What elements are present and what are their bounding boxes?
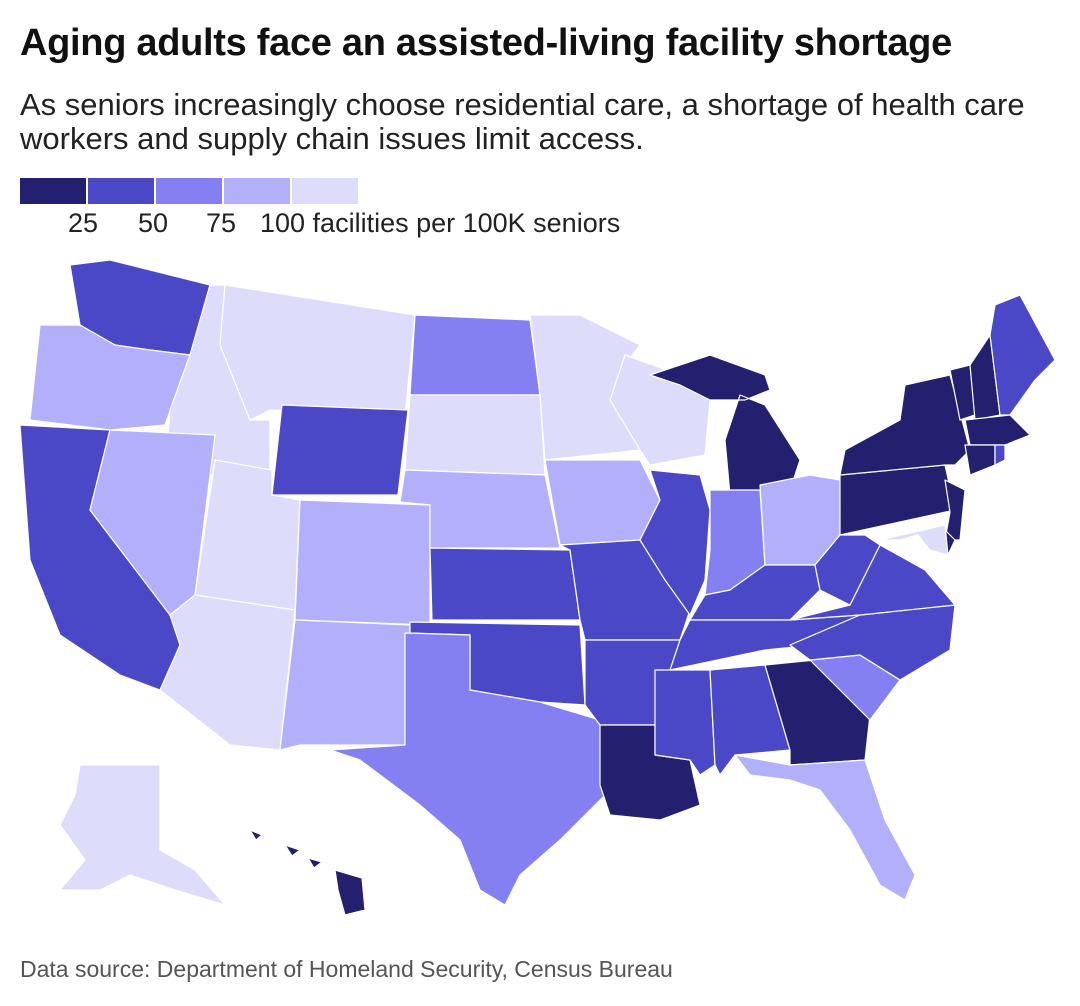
state-fl <box>734 754 916 901</box>
legend-swatch-bin-4 <box>292 178 358 204</box>
state-tx <box>329 632 606 906</box>
legend-ticks: 25 50 75 100 facilities per 100K seniors <box>20 204 720 238</box>
state-nd <box>409 314 541 396</box>
legend-swatches <box>20 178 720 204</box>
state-ct <box>964 444 996 476</box>
us-choropleth-map <box>19 259 1056 916</box>
state-az <box>159 594 296 751</box>
legend-tick-25: 25 <box>68 208 99 238</box>
state-il <box>639 469 711 616</box>
legend-swatch-bin-3 <box>224 178 290 204</box>
legend-tick-75: 75 <box>206 208 237 238</box>
legend-tick-50: 50 <box>138 208 169 238</box>
color-legend: 25 50 75 100 facilities per 100K seniors <box>20 178 720 238</box>
state-ma <box>964 414 1031 446</box>
state-md <box>879 524 949 556</box>
state-me <box>989 294 1056 416</box>
state-hi <box>249 829 366 916</box>
legend-swatch-bin-1 <box>88 178 154 204</box>
state-sd <box>404 394 546 476</box>
state-ri <box>994 444 1006 466</box>
chart-title: Aging adults face an assisted-living fac… <box>20 22 952 64</box>
state-nm <box>279 619 411 751</box>
state-ak <box>59 764 226 906</box>
state-pa <box>839 464 956 536</box>
legend-swatch-bin-0 <box>20 178 86 204</box>
state-ia <box>544 459 661 546</box>
chart-subtitle: As seniors increasingly choose residenti… <box>20 87 1025 156</box>
legend-tick-100: 100 facilities per 100K seniors <box>260 208 621 238</box>
state-mt <box>219 284 416 421</box>
state-wy <box>271 404 409 496</box>
legend-swatch-bin-2 <box>156 178 222 204</box>
state-ks <box>429 547 581 621</box>
state-ny <box>839 374 971 476</box>
state-co <box>294 499 431 626</box>
data-source-note: Data source: Department of Homeland Secu… <box>20 956 673 982</box>
